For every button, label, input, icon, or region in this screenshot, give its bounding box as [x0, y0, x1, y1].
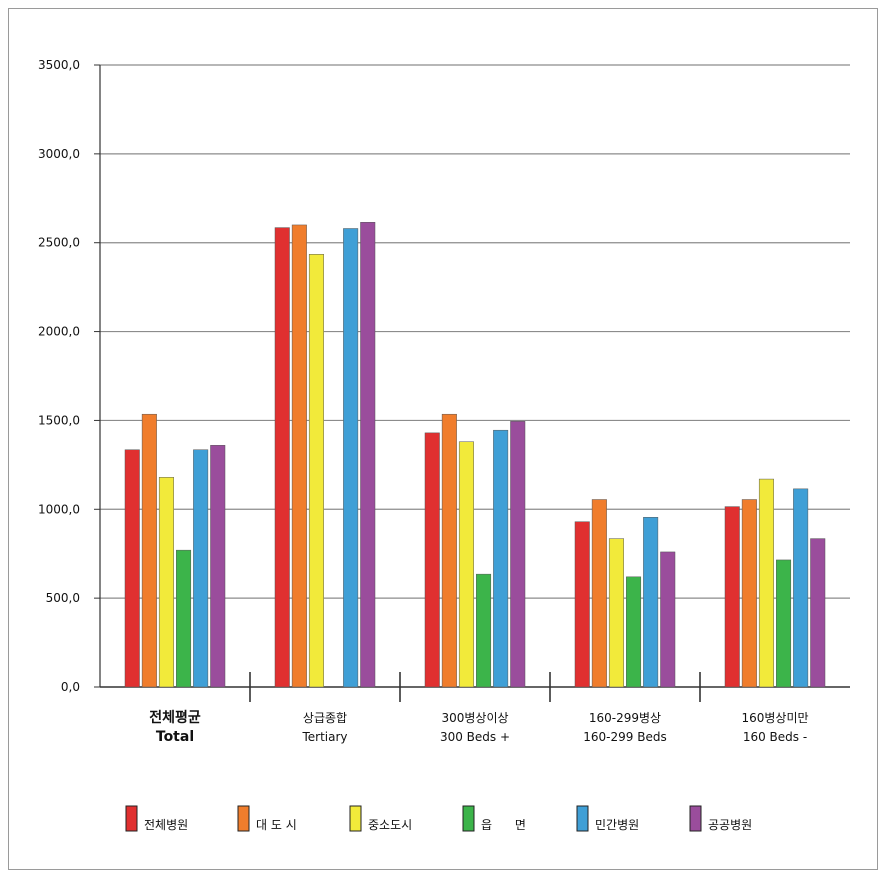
bar [193, 449, 209, 688]
bar [493, 429, 509, 688]
bar [124, 449, 140, 688]
category-label-korean: 300병상이상 [441, 711, 508, 725]
bar [176, 549, 192, 688]
category-label-english: Tertiary [301, 730, 347, 744]
bar [660, 551, 676, 688]
legend-swatch [576, 805, 589, 832]
y-tick-label: 2000,0 [38, 325, 80, 339]
legend-swatch [237, 805, 250, 832]
y-tick-label: 3500,0 [38, 58, 80, 72]
bar [210, 445, 226, 688]
bar [793, 488, 809, 688]
bar [291, 224, 307, 688]
y-tick-label: 500,0 [46, 591, 80, 605]
bar [574, 521, 590, 688]
bar [643, 517, 659, 688]
legend-label: 공공병원 [708, 818, 752, 832]
bar [724, 506, 740, 688]
legend-swatch [689, 805, 702, 832]
y-tick-label: 3000,0 [38, 147, 80, 161]
category-label-english: 160-299 Beds [583, 730, 666, 744]
y-tick-label: 0,0 [61, 680, 80, 694]
bar [458, 441, 474, 688]
legend-swatch [462, 805, 475, 832]
category-label-korean: 160병상미만 [741, 711, 808, 725]
legend-swatch [125, 805, 138, 832]
y-tick-label: 1000,0 [38, 502, 80, 516]
category-label-english: Total [156, 729, 194, 745]
category-label-korean: 160-299병상 [589, 711, 661, 725]
bar [308, 254, 324, 688]
legend-swatch [349, 805, 362, 832]
bar [476, 573, 492, 688]
legend-label: 중소도시 [368, 818, 412, 832]
y-tick-label: 1500,0 [38, 413, 80, 427]
bar [274, 227, 290, 688]
bar [141, 413, 157, 688]
legend-label: 읍 면 [481, 818, 526, 832]
category-label-korean: 전체평균 [149, 709, 201, 726]
bar [776, 559, 792, 688]
bar [510, 421, 526, 688]
category-label-english: 300 Beds + [440, 730, 510, 744]
bar [758, 478, 774, 688]
bar [810, 538, 826, 688]
bar [343, 228, 359, 688]
bar [158, 477, 174, 688]
category-label-english: 160 Beds - [743, 730, 807, 744]
legend-label: 민간병원 [595, 818, 639, 832]
bar [360, 222, 376, 688]
y-tick-label: 2500,0 [38, 236, 80, 250]
bar [591, 499, 607, 688]
bar [626, 576, 642, 688]
legend-label: 전체병원 [144, 818, 188, 832]
legend-label: 대 도 시 [256, 818, 297, 832]
bar [441, 413, 457, 688]
bar [424, 432, 440, 688]
bar [741, 499, 757, 688]
bar [608, 538, 624, 688]
category-label-korean: 상급종합 [303, 711, 347, 725]
